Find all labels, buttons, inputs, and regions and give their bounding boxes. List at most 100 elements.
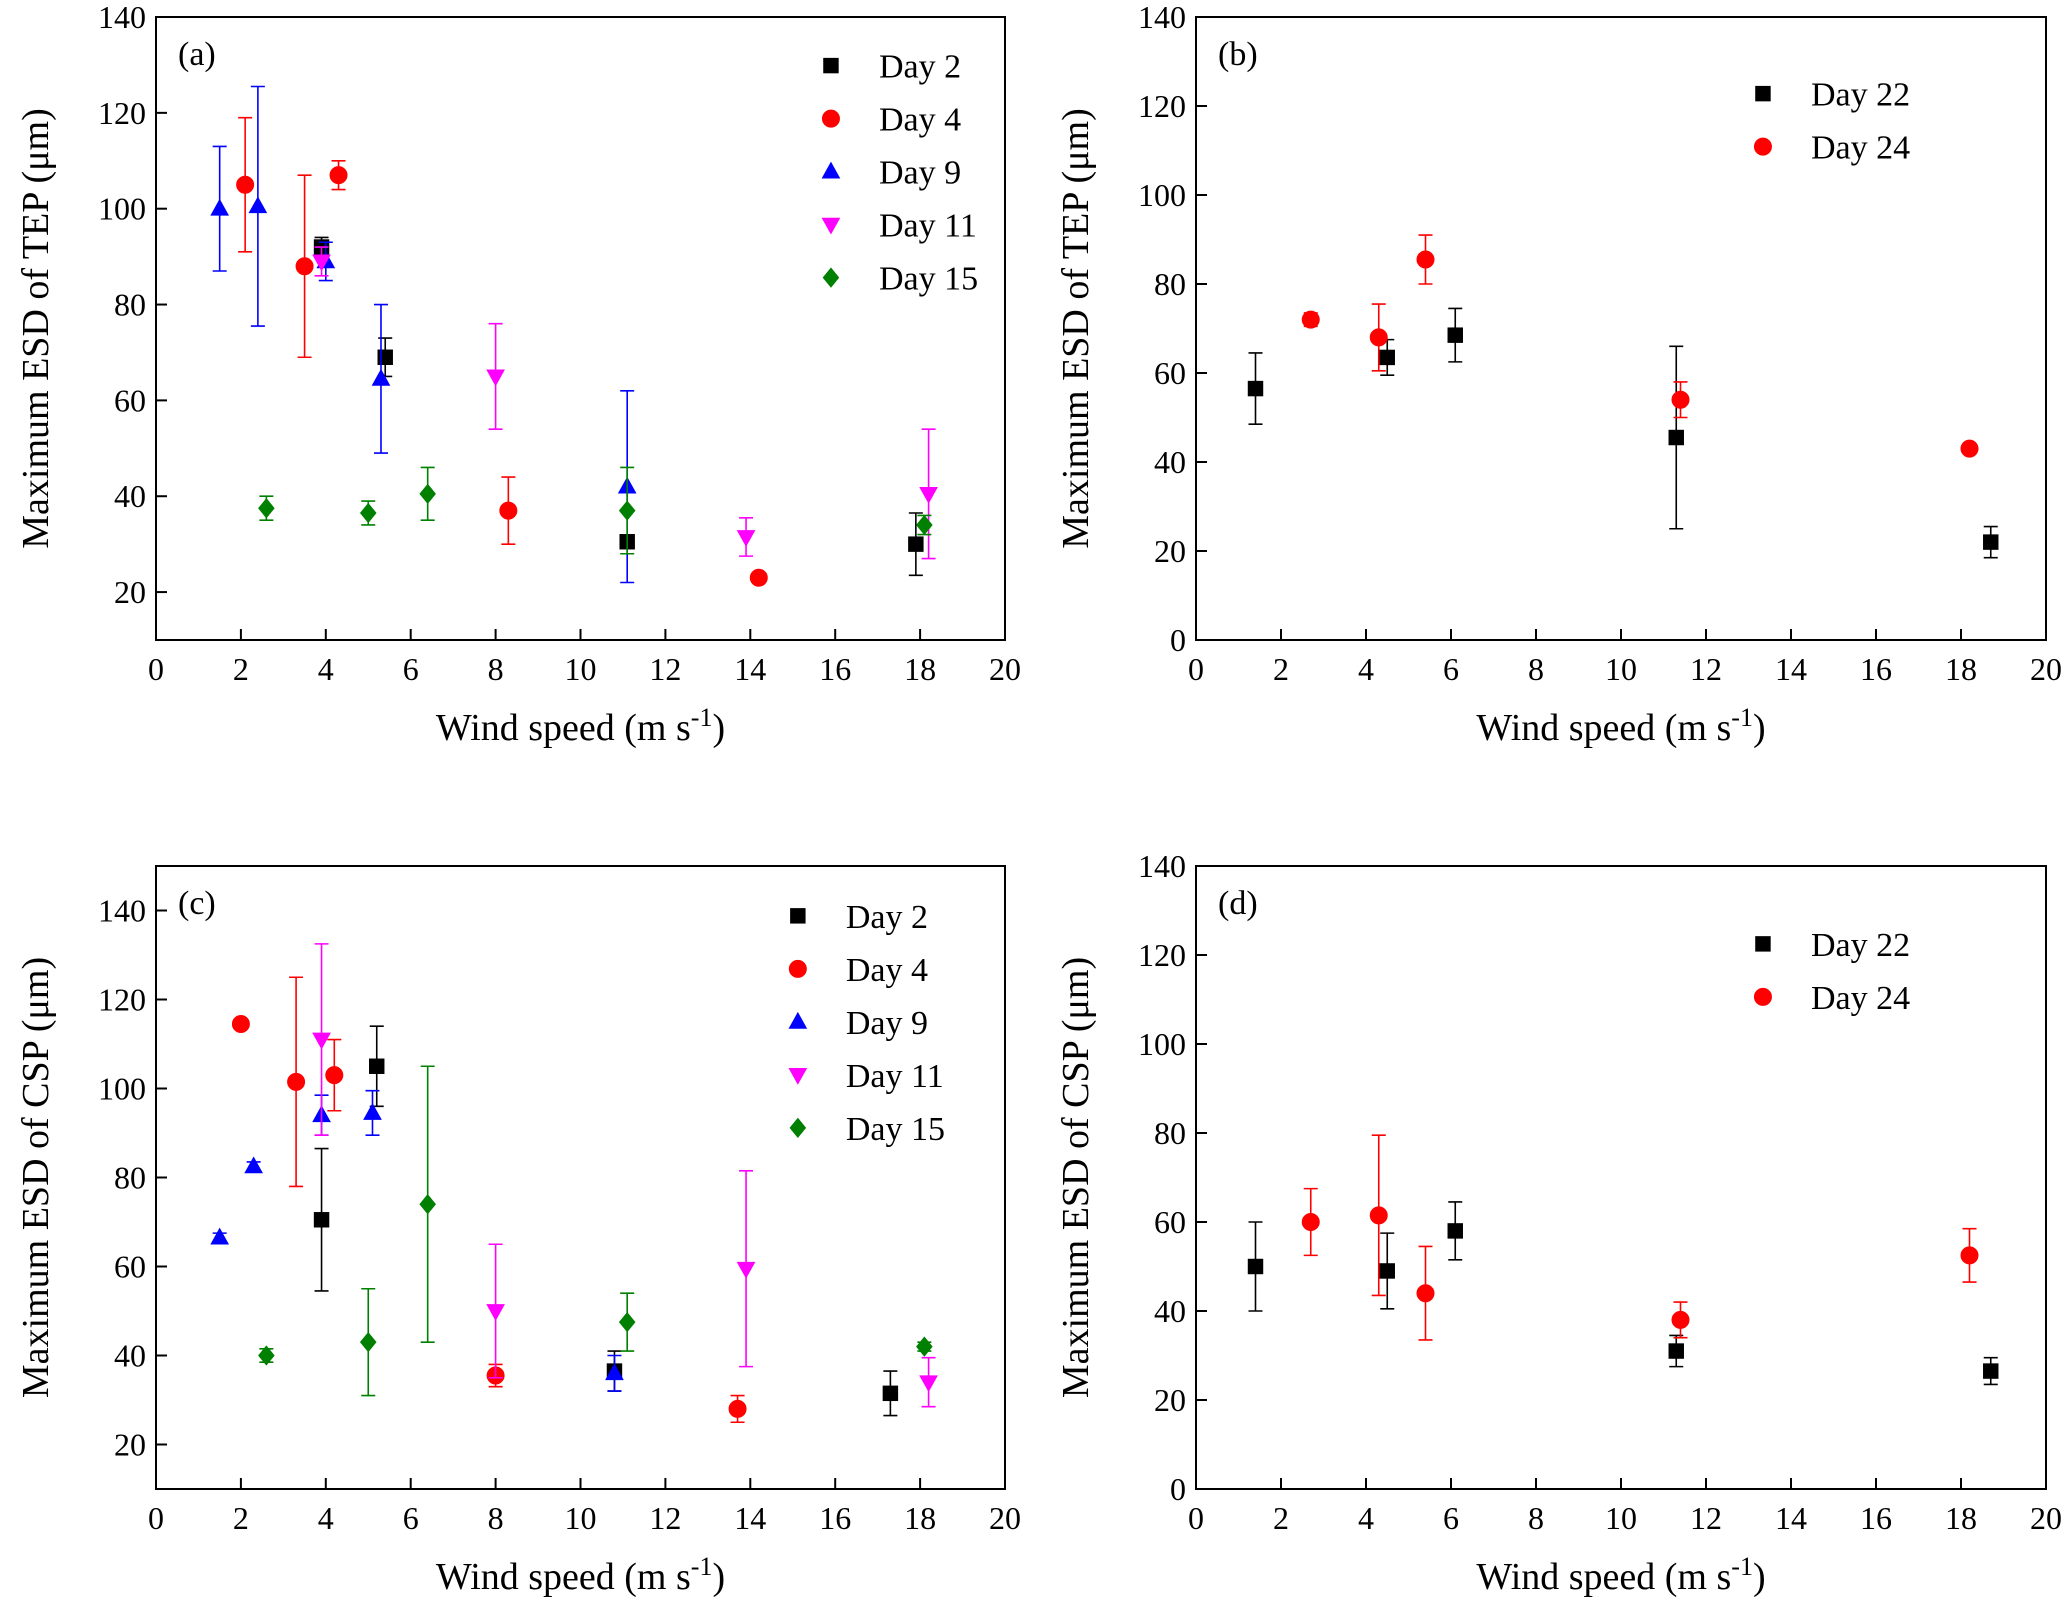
x-tick-label: 0 — [1188, 1500, 1204, 1536]
y-tick-label: 80 — [1154, 266, 1186, 302]
x-tick-label: 2 — [233, 651, 249, 687]
marker — [231, 1014, 250, 1033]
x-axis-label-sup: -1 — [691, 1552, 713, 1581]
y-tick-label: 40 — [1154, 1293, 1186, 1329]
x-tick-label: 6 — [1443, 1500, 1459, 1536]
x-axis-label-text: Wind speed (m s — [436, 707, 691, 749]
panel: 0 2 4 6 8 10 12 14 16 18 20 0 20 40 60 80 100 120 140 (b) Wi… — [1055, 0, 2062, 749]
legend-marker — [1753, 987, 1772, 1006]
x-tick-label: 8 — [488, 1500, 504, 1536]
y-tick-label: 140 — [1138, 0, 1186, 35]
x-tick-label: 14 — [1775, 1500, 1807, 1536]
legend-label: Day 15 — [846, 1111, 945, 1148]
legend-label: Day 2 — [846, 899, 928, 936]
marker — [916, 1336, 933, 1357]
legend-marker — [788, 959, 807, 978]
marker — [486, 369, 505, 387]
x-tick-label: 0 — [148, 1500, 164, 1536]
y-tick-label: 140 — [1138, 848, 1186, 884]
y-tick-label: 60 — [114, 1249, 146, 1285]
y-tick-label: 120 — [1138, 937, 1186, 973]
marker — [1247, 380, 1264, 397]
marker — [1301, 310, 1320, 329]
plot-frame — [155, 16, 1006, 641]
marker — [1379, 1263, 1395, 1279]
marker — [325, 1066, 344, 1085]
y-tick-label: 20 — [1154, 1382, 1186, 1418]
y-tick-label: 80 — [114, 1160, 146, 1196]
y-tick-label: 100 — [1138, 177, 1186, 213]
marker — [287, 1072, 306, 1091]
y-tick-label: 100 — [1138, 1026, 1186, 1062]
x-tick-label: 12 — [649, 1500, 681, 1536]
x-tick-label: 4 — [318, 1500, 334, 1536]
marker — [749, 568, 768, 587]
panel-label: (c) — [178, 885, 216, 922]
x-tick-label: 10 — [1605, 1500, 1637, 1536]
marker — [369, 1058, 385, 1074]
panel-label: (d) — [1218, 885, 1258, 922]
marker — [1379, 349, 1395, 366]
x-tick-label: 20 — [2030, 651, 2062, 687]
marker — [499, 501, 518, 520]
x-tick-label: 20 — [989, 1500, 1021, 1536]
y-tick-label: 20 — [1154, 533, 1186, 569]
marker — [908, 536, 924, 552]
y-tick-label: 40 — [114, 1338, 146, 1374]
x-axis-label-text: Wind speed (m s — [1476, 1556, 1731, 1598]
legend-label: Day 9 — [879, 155, 961, 192]
y-tick-label: 40 — [1154, 444, 1186, 480]
y-tick-label: 40 — [114, 478, 146, 514]
x-tick-label: 2 — [1273, 651, 1289, 687]
x-tick-label: 14 — [734, 651, 766, 687]
y-tick-label: 120 — [98, 982, 146, 1018]
marker — [312, 254, 331, 272]
x-tick-label: 6 — [403, 1500, 419, 1536]
y-tick-label: 100 — [98, 191, 146, 227]
x-tick-label: 10 — [565, 651, 597, 687]
x-axis-label-text: Wind speed (m s — [1476, 707, 1731, 749]
marker — [916, 514, 933, 536]
x-axis-label-end: ) — [1753, 707, 1766, 749]
x-axis-label-end: ) — [712, 1556, 725, 1598]
marker — [882, 1385, 899, 1402]
y-tick-label: 20 — [114, 574, 146, 610]
legend-marker — [790, 908, 806, 924]
marker — [618, 500, 636, 521]
marker — [359, 502, 377, 524]
x-tick-label: 4 — [1358, 651, 1374, 687]
x-tick-label: 8 — [1528, 651, 1544, 687]
y-tick-label: 20 — [114, 1427, 146, 1463]
y-tick-label: 80 — [1154, 1115, 1186, 1151]
legend-label: Day 11 — [846, 1058, 944, 1095]
x-tick-label: 4 — [1358, 1500, 1374, 1536]
marker — [377, 349, 393, 365]
marker — [1447, 1223, 1463, 1239]
legend-marker — [823, 57, 839, 74]
x-tick-label: 18 — [904, 1500, 936, 1536]
legend-marker — [788, 1067, 808, 1085]
legend-marker — [1755, 85, 1771, 102]
legend-label: Day 24 — [1811, 130, 1910, 167]
y-tick-label: 60 — [1154, 1204, 1186, 1240]
marker — [1247, 1258, 1264, 1275]
marker — [728, 1399, 747, 1418]
y-tick-label: 140 — [98, 0, 146, 35]
x-axis-label-text: Wind speed (m s — [436, 1556, 691, 1598]
plot-frame — [155, 865, 1006, 1490]
legend-label: Day 4 — [879, 102, 961, 139]
x-tick-label: 14 — [1775, 651, 1807, 687]
marker — [1301, 1213, 1320, 1231]
y-tick-label: 0 — [1170, 1471, 1186, 1507]
x-axis-label-sup: -1 — [691, 703, 713, 732]
panel-label: (b) — [1218, 36, 1258, 73]
marker — [1369, 1206, 1388, 1225]
x-tick-label: 2 — [1273, 1500, 1289, 1536]
marker — [363, 1103, 382, 1120]
x-tick-label: 20 — [2030, 1500, 2062, 1536]
y-axis-label: Maximum ESD of CSP (μm) — [1055, 957, 1097, 1398]
marker — [313, 1212, 330, 1228]
legend-marker — [821, 217, 841, 235]
x-tick-label: 10 — [1605, 651, 1637, 687]
